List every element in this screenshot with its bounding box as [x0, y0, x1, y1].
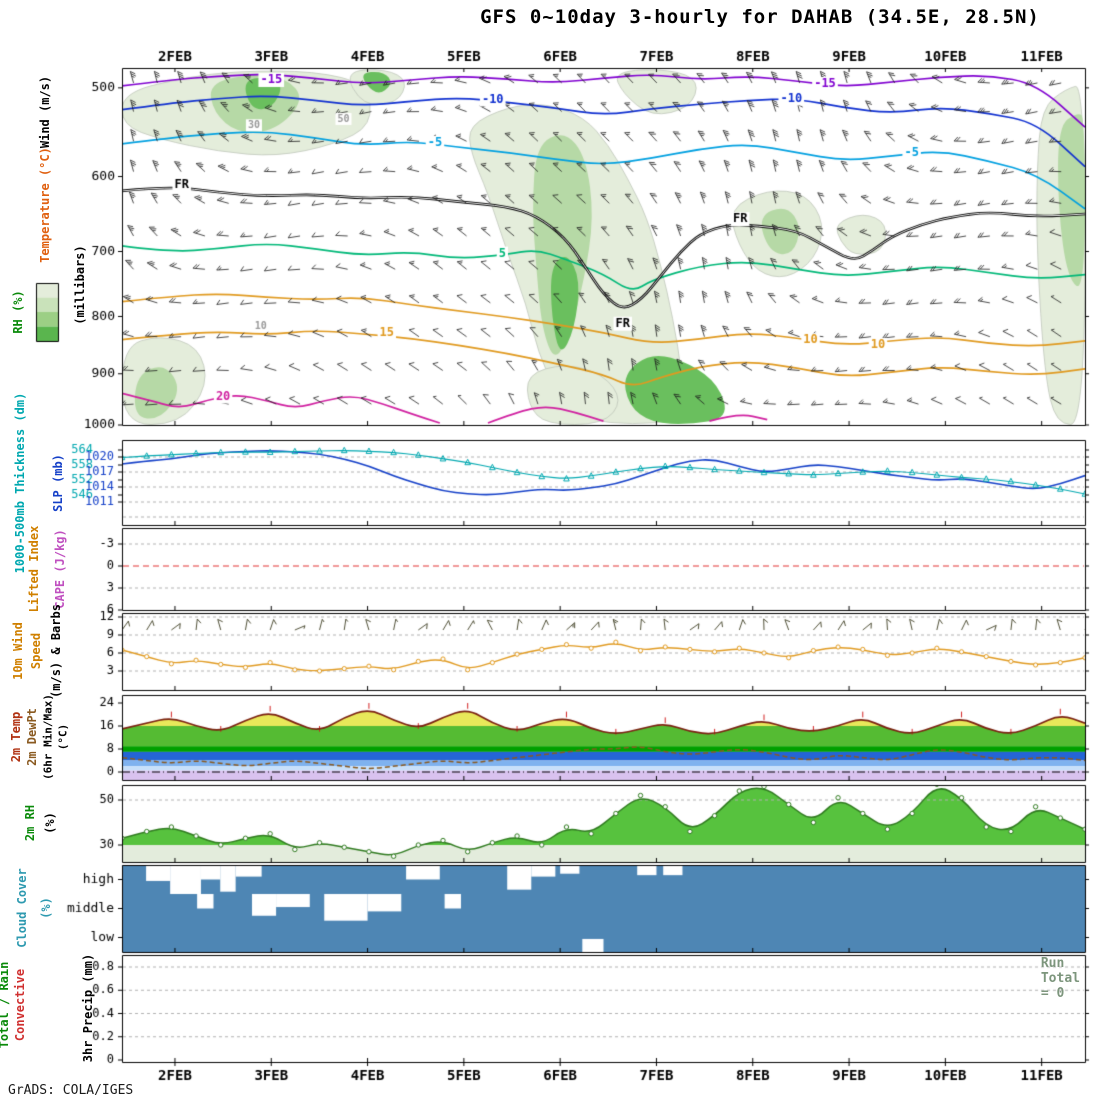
ylabel-minmax: (6hr Min/Max): [41, 693, 55, 781]
ylabel-temperature: Temperature (°C): [38, 147, 52, 263]
ylabel-2m-temp: 2m Temp: [9, 711, 23, 763]
grads-credit: GrADS: COLA/IGES: [8, 1083, 134, 1098]
ylabel-speed: Speed: [29, 632, 43, 670]
ylabel-wind: Wind (m/s): [38, 75, 52, 149]
ylabel-wind-units: (m/s) & Barbs: [49, 604, 63, 698]
ylabel-cape: CAPE (J/kg): [53, 529, 67, 609]
ylabel-slp: SLP (mb): [51, 454, 65, 512]
ylabel-convective: Convective: [13, 968, 27, 1042]
ylabel-cloud-cover: Cloud Cover: [15, 868, 29, 948]
ylabel-10m-wind: 10m Wind: [11, 622, 25, 680]
ylabel-lifted-index: Lifted Index: [27, 525, 41, 613]
ylabel-2m-rh-units: (%): [43, 812, 57, 834]
ylabel-2m-dewpt: 2m DewPt: [25, 708, 39, 766]
run-total-label: Run Total = 0: [1040, 956, 1080, 1001]
ylabel-rh: RH (%): [11, 290, 25, 334]
ylabel-2m-rh: 2m RH: [23, 804, 37, 842]
ylabel-total-rain: Total / Rain: [0, 961, 11, 1049]
ylabel-cloud-units: (%): [39, 897, 53, 919]
chart-title: GFS 0~10day 3-hourly for DAHAB (34.5E, 2…: [480, 6, 1040, 28]
ylabel-millibars: (millibars): [73, 245, 87, 325]
ylabel-3hr-precip: 3hr Precip (mm): [81, 953, 95, 1063]
ylabel-degc: (°C): [56, 723, 70, 751]
ylabel-thickness: 1000-500mb Thickness (dm): [13, 392, 27, 574]
